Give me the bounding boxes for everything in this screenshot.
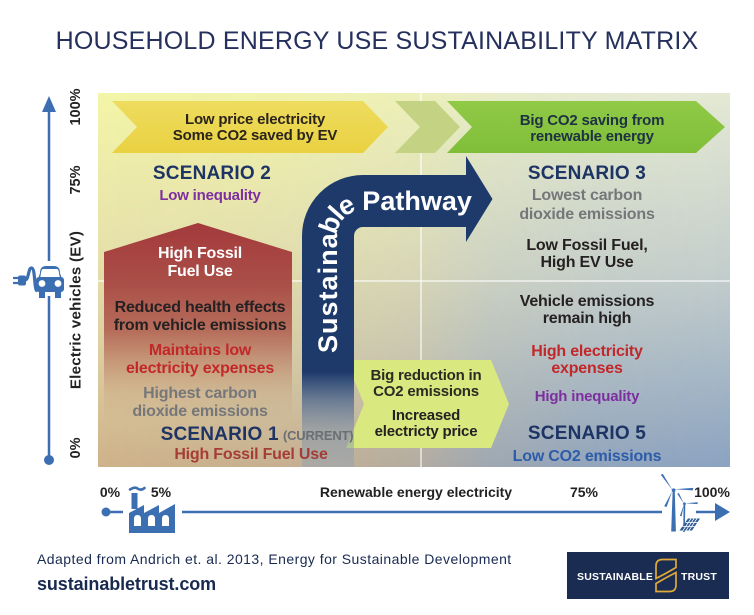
svg-text:75%: 75% <box>570 484 599 500</box>
svg-text:SUSTAINABLE: SUSTAINABLE <box>577 571 653 583</box>
svg-text:Renewable energy electricity: Renewable energy electricity <box>320 484 512 500</box>
svg-text:Sustainable Pathway: Sustainable Pathway <box>313 186 472 353</box>
svg-text:TRUST: TRUST <box>681 571 717 583</box>
svg-text:Electric vehicles (EV): Electric vehicles (EV) <box>68 231 85 389</box>
svg-text:5%: 5% <box>151 484 172 500</box>
svg-text:75%: 75% <box>68 165 84 194</box>
svg-text:100%: 100% <box>68 88 84 125</box>
svg-text:0%: 0% <box>100 484 121 500</box>
svg-text:0%: 0% <box>68 437 84 458</box>
svg-text:100%: 100% <box>694 484 730 500</box>
